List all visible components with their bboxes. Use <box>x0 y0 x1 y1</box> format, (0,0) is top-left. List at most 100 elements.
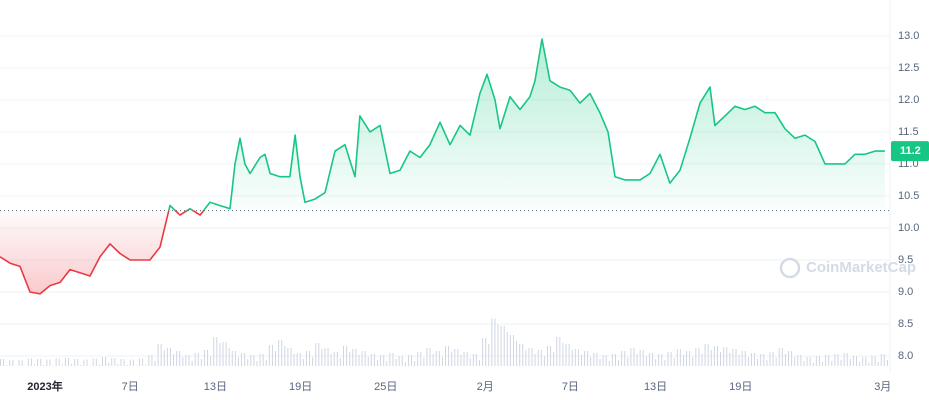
volume-bar <box>92 358 94 366</box>
volume-bar <box>655 359 657 366</box>
volume-bar <box>723 347 725 366</box>
volume-bar <box>546 346 548 366</box>
volume-bar <box>726 347 728 366</box>
volume-bar <box>275 351 277 366</box>
volume-bar <box>250 355 252 366</box>
volume-bar <box>321 349 323 366</box>
volume-bar <box>160 344 162 366</box>
volume-bar <box>568 344 570 366</box>
volume-bar <box>339 358 341 366</box>
volume-bar <box>661 354 663 366</box>
volume-bar <box>834 354 836 366</box>
volume-bar <box>64 358 66 366</box>
volume-bar <box>645 356 647 366</box>
watermark-logo <box>779 257 801 279</box>
volume-bar <box>401 356 403 366</box>
volume-bar <box>237 357 239 366</box>
volume-bar <box>877 362 879 366</box>
volume-bar <box>411 355 413 366</box>
volume-bar <box>74 359 76 366</box>
volume-bar <box>686 351 688 366</box>
volume-bar <box>859 362 861 366</box>
volume-bar <box>738 355 740 366</box>
volume-bar <box>630 348 632 366</box>
volume-bar <box>290 348 292 366</box>
y-tick-label: 9.0 <box>898 286 913 298</box>
volume-bar <box>886 360 888 366</box>
volume-bar <box>639 350 641 366</box>
volume-bar <box>426 348 428 366</box>
volume-bar <box>828 355 830 366</box>
price-line <box>0 38 885 295</box>
volume-bar <box>213 337 215 366</box>
volume-bar <box>12 360 14 366</box>
volume-bar <box>871 356 873 366</box>
volume-bar <box>587 351 589 366</box>
volume-bar <box>392 353 394 366</box>
volume-bar <box>806 357 808 366</box>
volume-bar <box>114 358 116 366</box>
volume-bar <box>463 352 465 366</box>
volume-bar <box>763 354 765 366</box>
volume-bar <box>676 349 678 366</box>
volume-bar <box>633 348 635 366</box>
volume-bar <box>52 365 54 366</box>
volume-bar <box>800 355 802 366</box>
volume-bar <box>812 363 814 366</box>
volume-bar <box>732 349 734 366</box>
volume-bar <box>562 343 564 366</box>
volume-bar <box>772 352 774 366</box>
volume-bar <box>207 350 209 366</box>
volume-bar <box>37 359 39 366</box>
volume-bar <box>305 351 307 366</box>
volume-bar <box>865 357 867 366</box>
volume-bar <box>754 353 756 366</box>
volume-bar <box>324 348 326 366</box>
volume-bar <box>482 338 484 366</box>
volume-bar <box>40 359 42 366</box>
volume-bar <box>478 360 480 366</box>
y-tick-label: 11.5 <box>898 126 919 138</box>
volume-bar <box>825 355 827 366</box>
volume-bar <box>336 352 338 366</box>
volume-bar <box>3 359 5 366</box>
volume-bar <box>788 351 790 366</box>
volume-bar <box>488 344 490 366</box>
volume-bar <box>618 360 620 366</box>
volume-bar <box>741 351 743 366</box>
volume-bar <box>608 361 610 366</box>
volume-bar <box>713 346 715 366</box>
volume-bar <box>296 353 298 366</box>
volume-bar <box>843 353 845 366</box>
volume-bar <box>664 360 666 366</box>
volume-bar <box>18 360 20 366</box>
volume-bar <box>129 359 131 366</box>
volume-bar <box>809 357 811 366</box>
volume-bar <box>516 341 518 366</box>
volume-bar <box>98 364 100 366</box>
volume-bar <box>222 342 224 366</box>
x-tick-label: 13日 <box>644 381 667 393</box>
volume-bar <box>506 332 508 366</box>
volume-bar <box>494 318 496 366</box>
volume-bar <box>327 348 329 366</box>
volume-bar <box>61 364 63 366</box>
volume-bar <box>380 355 382 366</box>
y-tick-label: 8.0 <box>898 350 913 362</box>
volume-bar <box>553 352 555 366</box>
watermark-text: CoinMarketCap <box>806 259 916 276</box>
volume-bar <box>287 348 289 366</box>
volume-bar <box>105 357 107 366</box>
volume-bar <box>358 355 360 366</box>
volume-bar <box>367 357 369 366</box>
volume-bar <box>197 353 199 366</box>
volume-bar <box>614 354 616 366</box>
volume-bar <box>445 346 446 366</box>
volume-bar <box>6 365 8 366</box>
x-tick-label: 2月 <box>477 381 494 393</box>
volume-bar <box>349 352 351 366</box>
volume-bar <box>71 364 73 366</box>
volume-bar <box>874 356 876 366</box>
volume-bar <box>166 348 168 366</box>
volume-bar <box>333 352 335 366</box>
